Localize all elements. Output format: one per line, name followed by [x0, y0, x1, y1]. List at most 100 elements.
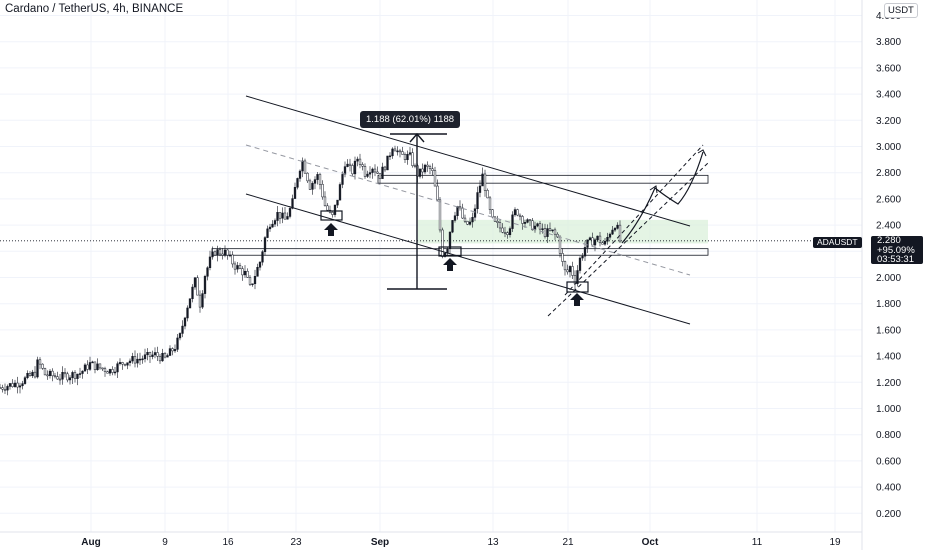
candle-body: [303, 160, 307, 174]
candle-body: [156, 352, 159, 357]
x-tick-label: Oct: [642, 537, 659, 548]
candle-body: [596, 235, 599, 241]
candle-body: [586, 239, 589, 248]
candle-body: [193, 277, 197, 288]
symbol-badge: ADAUSDT: [813, 237, 862, 248]
candle-body: [356, 158, 359, 162]
candle-body: [118, 362, 122, 364]
candle-body: [116, 363, 119, 373]
candle-body: [108, 369, 112, 374]
candle-body: [548, 228, 552, 231]
candle-body: [253, 276, 257, 285]
candle-body: [326, 205, 329, 211]
candle-body: [506, 232, 509, 235]
candle-body: [278, 212, 282, 219]
channel-upper-line: [245, 95, 691, 227]
candle-body: [78, 373, 82, 375]
candle-body: [123, 363, 127, 366]
candle-body: [53, 375, 57, 378]
candle-body: [483, 173, 487, 191]
time-axis[interactable]: Aug 9 16 23 Sep 13 21 Oct 11 19: [0, 531, 862, 548]
candle-body: [63, 372, 67, 375]
price-value: 2.280: [877, 235, 901, 246]
candle-body: [613, 228, 617, 231]
candle-body: [563, 261, 567, 271]
candle-body: [496, 220, 499, 223]
candle-body: [413, 165, 417, 167]
candle-body: [571, 266, 574, 276]
candle-body: [236, 265, 239, 270]
candle-body: [213, 251, 217, 256]
candle-body: [31, 371, 34, 377]
y-tick-label: 1.000: [876, 404, 901, 415]
bar-countdown: 03:53:31: [877, 254, 914, 265]
candle-body: [11, 383, 14, 387]
candle-body: [316, 174, 319, 180]
candle-body: [186, 307, 189, 319]
candle-body: [338, 184, 342, 201]
asc-channel-upper: [564, 144, 704, 296]
candle-body: [158, 356, 162, 362]
candle-body: [206, 267, 209, 277]
candle-body: [418, 168, 422, 177]
candle-body: [401, 151, 404, 155]
candle-body: [238, 265, 242, 269]
candle-body: [8, 383, 12, 387]
candle-body: [466, 221, 469, 225]
candle-body: [523, 222, 527, 224]
candle-body: [98, 363, 102, 369]
candle-body: [588, 237, 592, 241]
y-tick-label: 0.600: [876, 456, 901, 467]
candle-body: [211, 251, 214, 258]
candle-body: [363, 166, 367, 177]
candle-body: [306, 172, 309, 182]
y-tick-label: 0.800: [876, 430, 901, 441]
support-zone-fill: [418, 219, 708, 244]
candle-body: [151, 354, 154, 357]
y-tick-label: 2.000: [876, 273, 901, 284]
candle-body: [311, 183, 314, 190]
candle-body: [321, 184, 324, 198]
candle-body: [111, 369, 114, 373]
candle-body: [281, 212, 284, 219]
candle-body: [221, 253, 224, 256]
candle-body: [293, 187, 297, 199]
candle-body: [128, 360, 132, 363]
candle-body: [546, 228, 549, 237]
currency-selector[interactable]: USDT: [884, 3, 918, 18]
candle-body: [96, 363, 99, 371]
candle-body: [341, 174, 344, 185]
candle-body: [323, 196, 327, 207]
x-tick-label: Sep: [371, 537, 389, 548]
candle-body: [343, 166, 347, 175]
candle-body: [553, 229, 557, 235]
candle-body: [551, 229, 554, 232]
candle-body: [463, 217, 467, 222]
candle-body: [608, 233, 612, 238]
x-tick-label: 23: [290, 537, 302, 548]
candle-body: [131, 356, 134, 362]
candle-body: [438, 199, 442, 231]
candle-body: [266, 228, 269, 238]
candle-body: [201, 293, 204, 308]
candle-body: [248, 277, 252, 285]
candle-body: [113, 371, 117, 374]
candle-body: [396, 150, 399, 153]
candle-body: [403, 154, 407, 160]
candle-body: [471, 217, 474, 223]
candle-body: [508, 228, 512, 235]
candle-body: [443, 252, 447, 257]
candle-body: [33, 371, 37, 378]
candle-body: [488, 197, 492, 210]
candle-body: [448, 231, 452, 249]
candle-body: [618, 224, 622, 242]
candle-body: [106, 371, 109, 374]
projected-arrow-1: [649, 185, 658, 194]
candle-body: [23, 377, 27, 384]
candle-body: [433, 170, 437, 187]
x-tick-label: 11: [752, 537, 763, 548]
candle-body: [576, 270, 579, 285]
candle-body: [73, 372, 77, 379]
candle-body: [91, 361, 94, 364]
